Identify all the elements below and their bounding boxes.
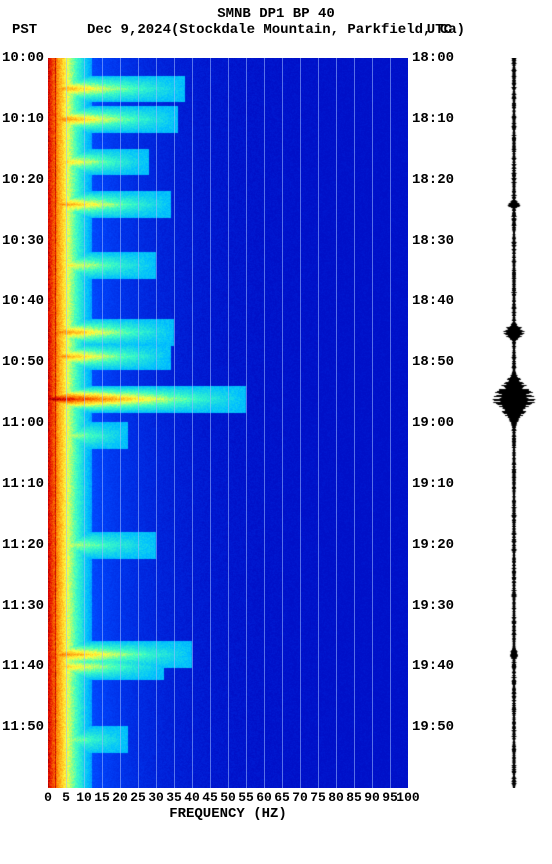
left-time-tick: 10:00 bbox=[2, 50, 48, 66]
gridline bbox=[192, 58, 193, 788]
gridline bbox=[264, 58, 265, 788]
gridline bbox=[336, 58, 337, 788]
spectrogram-plot: 10:0010:1010:2010:3010:4010:5011:0011:10… bbox=[48, 58, 408, 788]
frequency-tick: 25 bbox=[130, 788, 146, 805]
frequency-tick: 55 bbox=[238, 788, 254, 805]
waveform-canvas bbox=[490, 58, 538, 788]
gridline bbox=[390, 58, 391, 788]
left-time-tick: 11:30 bbox=[2, 598, 48, 614]
gridline bbox=[372, 58, 373, 788]
frequency-tick: 65 bbox=[274, 788, 290, 805]
right-time-tick: 19:40 bbox=[408, 658, 454, 674]
left-time-tick: 10:30 bbox=[2, 233, 48, 249]
gridline bbox=[102, 58, 103, 788]
gridline bbox=[138, 58, 139, 788]
left-time-tick: 11:40 bbox=[2, 658, 48, 674]
right-time-tick: 19:20 bbox=[408, 537, 454, 553]
right-time-tick: 18:20 bbox=[408, 172, 454, 188]
frequency-tick: 70 bbox=[292, 788, 308, 805]
left-time-tick: 11:10 bbox=[2, 476, 48, 492]
frequency-tick: 10 bbox=[76, 788, 92, 805]
frequency-tick: 45 bbox=[202, 788, 218, 805]
right-time-tick: 18:30 bbox=[408, 233, 454, 249]
right-time-tick: 18:50 bbox=[408, 354, 454, 370]
right-time-tick: 19:00 bbox=[408, 415, 454, 431]
frequency-tick: 5 bbox=[62, 788, 70, 805]
frequency-tick: 35 bbox=[166, 788, 182, 805]
gridline bbox=[228, 58, 229, 788]
frequency-tick: 30 bbox=[148, 788, 164, 805]
frequency-tick: 0 bbox=[44, 788, 52, 805]
right-time-tick: 18:00 bbox=[408, 50, 454, 66]
gridline bbox=[246, 58, 247, 788]
right-time-tick: 19:10 bbox=[408, 476, 454, 492]
frequency-tick: 100 bbox=[396, 788, 419, 805]
left-time-tick: 11:20 bbox=[2, 537, 48, 553]
left-time-tick: 10:10 bbox=[2, 111, 48, 127]
frequency-tick: 15 bbox=[94, 788, 110, 805]
date-label: Dec 9,2024 bbox=[87, 22, 171, 38]
frequency-tick: 80 bbox=[328, 788, 344, 805]
frequency-tick: 90 bbox=[364, 788, 380, 805]
right-time-tick: 18:10 bbox=[408, 111, 454, 127]
gridline bbox=[174, 58, 175, 788]
gridline bbox=[300, 58, 301, 788]
frequency-tick: 50 bbox=[220, 788, 236, 805]
station-line: SMNB DP1 BP 40 bbox=[0, 6, 552, 22]
gridline bbox=[282, 58, 283, 788]
frequency-axis-label: FREQUENCY (HZ) bbox=[48, 806, 408, 822]
right-timezone-label: UTC bbox=[427, 22, 452, 38]
left-time-tick: 10:40 bbox=[2, 293, 48, 309]
title-line: Dec 9,2024(Stockdale Mountain, Parkfield… bbox=[0, 22, 552, 38]
gridline bbox=[354, 58, 355, 788]
left-time-tick: 10:50 bbox=[2, 354, 48, 370]
gridline bbox=[66, 58, 67, 788]
frequency-tick: 75 bbox=[310, 788, 326, 805]
right-time-tick: 18:40 bbox=[408, 293, 454, 309]
gridline bbox=[318, 58, 319, 788]
frequency-tick: 85 bbox=[346, 788, 362, 805]
left-time-tick: 11:00 bbox=[2, 415, 48, 431]
left-time-tick: 10:20 bbox=[2, 172, 48, 188]
gridline bbox=[156, 58, 157, 788]
gridline bbox=[210, 58, 211, 788]
frequency-tick: 20 bbox=[112, 788, 128, 805]
waveform-plot bbox=[490, 58, 538, 788]
station-name: (Stockdale Mountain, Parkfield, Ca) bbox=[171, 22, 465, 38]
page: SMNB DP1 BP 40 PST Dec 9,2024(Stockdale … bbox=[0, 0, 552, 864]
gridline bbox=[120, 58, 121, 788]
frequency-tick: 60 bbox=[256, 788, 272, 805]
left-time-tick: 11:50 bbox=[2, 719, 48, 735]
gridline bbox=[84, 58, 85, 788]
frequency-tick: 40 bbox=[184, 788, 200, 805]
right-time-tick: 19:50 bbox=[408, 719, 454, 735]
right-time-tick: 19:30 bbox=[408, 598, 454, 614]
